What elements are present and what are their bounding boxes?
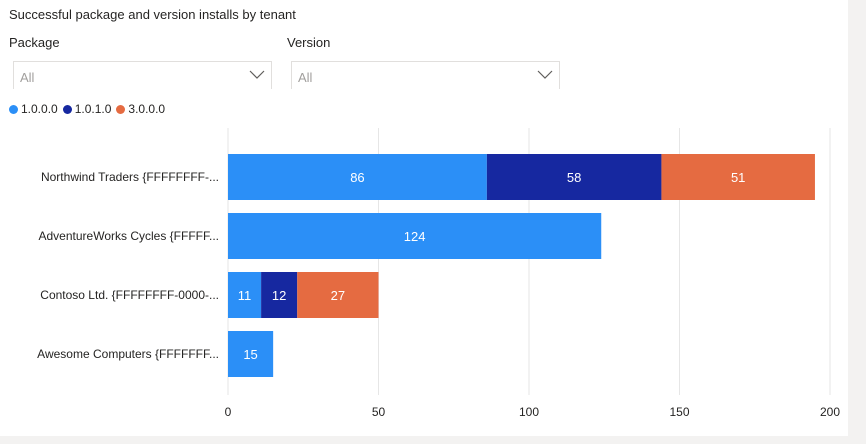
x-tick-label: 200: [820, 405, 840, 419]
bar-segment: [228, 331, 274, 377]
data-label: 27: [331, 288, 345, 303]
chart-title: Successful package and version installs …: [9, 7, 296, 22]
data-label: 12: [272, 288, 286, 303]
legend-item[interactable]: 1.0.1.0: [62, 102, 112, 116]
package-dropdown-value: All: [20, 70, 35, 85]
package-dropdown[interactable]: All: [13, 61, 272, 89]
category-label: Northwind Traders {FFFFFFFF-...: [41, 170, 219, 184]
x-tick-label: 150: [669, 405, 689, 419]
bar-chart: 0 50 100 150 200 Northwind Traders {FFFFFFFF-…: [37, 128, 840, 419]
bar-segment: [228, 272, 262, 318]
legend-dot-series-0: [9, 104, 18, 114]
package-slicer-label: Package: [9, 35, 60, 50]
chevron-down-icon: [249, 67, 265, 85]
legend-label: 1.0.1.0: [74, 102, 112, 116]
bar-segment: [661, 154, 815, 200]
version-dropdown[interactable]: All: [291, 61, 560, 89]
visual-card: Successful package and version installs …: [0, 0, 848, 436]
data-label: 58: [567, 170, 581, 185]
bar-segment: [261, 272, 298, 318]
legend-dot-series-2: [116, 104, 126, 114]
x-tick-label: 100: [519, 405, 539, 419]
legend-item[interactable]: 3.0.0.0: [116, 102, 165, 116]
data-label: 51: [731, 170, 745, 185]
chart-legend: 1.0.0.0 1.0.1.0 3.0.0.0: [9, 101, 170, 117]
x-tick-label: 0: [225, 405, 232, 419]
category-label: AdventureWorks Cycles {FFFFF...: [39, 229, 220, 243]
legend-item[interactable]: 1.0.0.0: [9, 102, 58, 116]
x-tick-label: 50: [372, 405, 386, 419]
version-slicer-label: Version: [287, 35, 331, 50]
data-label: 124: [404, 229, 426, 244]
category-label: Awesome Computers {FFFFFFF...: [37, 347, 219, 361]
data-label: 15: [243, 347, 257, 362]
bar-segment: [228, 154, 487, 200]
legend-label: 3.0.0.0: [128, 102, 166, 116]
legend-label: 1.0.0.0: [21, 102, 58, 116]
chevron-down-icon: [537, 67, 553, 85]
bar-segment: [297, 272, 379, 318]
version-dropdown-value: All: [298, 70, 313, 85]
bar-segment: [486, 154, 662, 200]
category-label: Contoso Ltd. {FFFFFFFF-0000-...: [40, 288, 219, 302]
legend-dot-series-1: [62, 104, 72, 114]
data-label: 11: [238, 288, 252, 303]
bar-segment: [228, 213, 602, 259]
data-label: 86: [350, 170, 364, 185]
